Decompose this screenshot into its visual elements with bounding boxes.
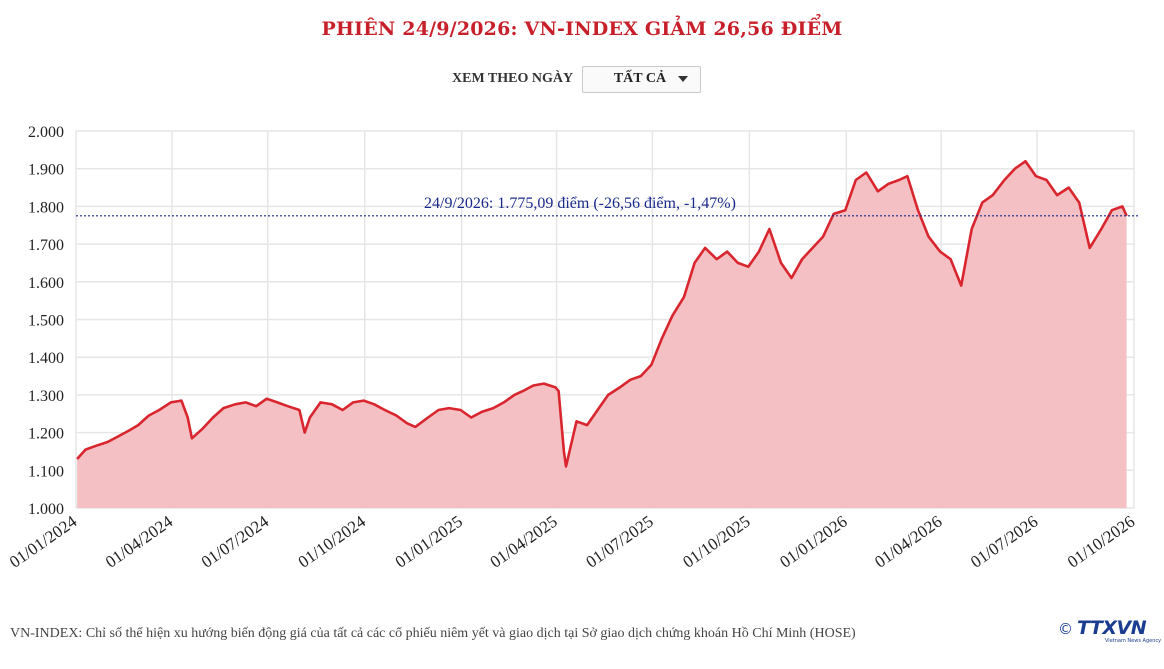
x-tick-label: 01/10/2025 (679, 512, 753, 572)
date-range-select[interactable]: TẤT CẢ (582, 65, 702, 93)
y-tick-label: 1.500 (28, 313, 64, 330)
x-tick-label: 01/07/2026 (967, 512, 1041, 572)
x-tick-label: 01/10/2026 (1064, 512, 1138, 572)
footnote: VN-INDEX: Chỉ số thể hiện xu hướng biến … (10, 626, 856, 641)
x-tick-label: 01/01/2026 (776, 512, 850, 572)
y-tick-label: 1.900 (28, 162, 64, 179)
x-tick-label: 01/10/2024 (295, 511, 370, 571)
vnindex-line (76, 159, 1128, 468)
y-tick-label: 1.600 (28, 275, 64, 292)
ttxvn-logo: © TTXVN Vietnam News Agency (1058, 618, 1161, 644)
x-tick-label: 01/04/2025 (486, 512, 560, 572)
page-title: PHIÊN 24/9/2026: VN-INDEX GIẢM 26,56 ĐIỂ… (321, 18, 843, 40)
y-tick-label: 1.300 (28, 388, 64, 405)
y-tick-label: 2.000 (28, 124, 64, 141)
logo-text: TTXVN (1077, 617, 1147, 639)
annotation-label: 24/9/2026: 1.775,09 điểm (-26,56 điểm, -… (424, 195, 736, 212)
filter-label: XEM THEO NGÀY (452, 71, 574, 86)
vnindex-area (77, 161, 1127, 508)
y-tick-label: 1.000 (28, 501, 64, 518)
x-axis-ticks: 01/01/2024 01/04/2024 01/07/2024 01/10/2024… (6, 511, 1138, 571)
y-tick-label: 1.400 (28, 350, 64, 367)
caret-down-icon (678, 76, 689, 82)
vnindex-chart: 24/9/2026: 1.775,09 điểm (-26,56 điểm, -… (6, 124, 1140, 572)
date-filter: XEM THEO NGÀY TẤT CẢ (452, 64, 702, 94)
y-tick-label: 1.100 (28, 463, 64, 480)
copyright-icon: © (1058, 620, 1073, 638)
x-tick-label: 01/07/2025 (582, 512, 656, 572)
y-tick-label: 1.200 (28, 426, 64, 443)
y-axis-ticks: 1.000 1.100 1.200 1.300 1.400 1.500 1.600 1.700… (28, 124, 64, 518)
x-tick-label: 01/04/2026 (871, 512, 945, 572)
logo-subtitle: Vietnam News Agency (1105, 638, 1162, 644)
x-tick-label: 01/01/2025 (392, 512, 466, 572)
x-tick-label: 01/07/2024 (198, 511, 273, 571)
date-range-value: TẤT CẢ (613, 71, 667, 86)
y-tick-label: 1.700 (28, 237, 64, 254)
x-tick-label: 01/01/2024 (6, 511, 81, 571)
y-tick-label: 1.800 (28, 199, 64, 216)
x-tick-label: 01/04/2024 (102, 511, 177, 571)
